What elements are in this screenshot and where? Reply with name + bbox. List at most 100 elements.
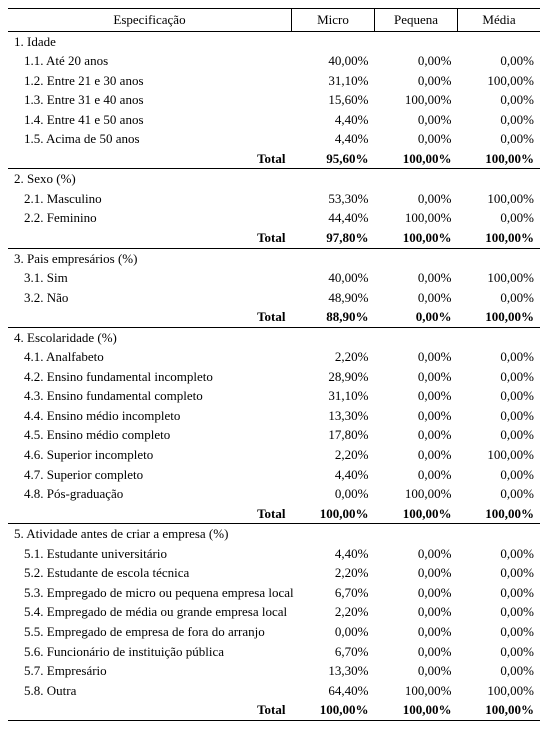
cell-value: 100,00% [375,681,458,701]
total-row: Total97,80%100,00%100,00% [8,228,540,248]
cell-value: 0,00% [458,602,541,622]
header-row: Especificação Micro Pequena Média [8,9,540,32]
table-row: 4.4. Ensino médio incompleto13,30%0,00%0… [8,406,540,426]
section-head: 2. Sexo (%) [8,169,540,189]
row-label: 4.4. Ensino médio incompleto [8,406,292,426]
cell-value: 0,00% [375,347,458,367]
total-row: Total88,90%0,00%100,00% [8,307,540,327]
row-label: 3.2. Não [8,288,292,308]
table-row: 1.4. Entre 41 e 50 anos4,40%0,00%0,00% [8,110,540,130]
table-row: 4.5. Ensino médio completo17,80%0,00%0,0… [8,425,540,445]
cell-value: 0,00% [375,189,458,209]
table-row: 3.2. Não48,90%0,00%0,00% [8,288,540,308]
total-value: 95,60% [292,149,375,169]
cell-value: 100,00% [375,208,458,228]
cell-value: 0,00% [458,622,541,642]
cell-value: 0,00% [458,544,541,564]
cell-value: 2,20% [292,347,375,367]
section-title: 4. Escolaridade (%) [8,327,540,347]
section-head: 5. Atividade antes de criar a empresa (%… [8,524,540,544]
row-label: 3.1. Sim [8,268,292,288]
table-row: 4.1. Analfabeto2,20%0,00%0,00% [8,347,540,367]
cell-value: 28,90% [292,367,375,387]
row-label: 5.6. Funcionário de instituição pública [8,642,292,662]
table-row: 4.6. Superior incompleto2,20%0,00%100,00… [8,445,540,465]
cell-value: 0,00% [375,406,458,426]
col-spec: Especificação [8,9,292,32]
cell-value: 13,30% [292,406,375,426]
cell-value: 100,00% [458,71,541,91]
table-row: 4.8. Pós-graduação0,00%100,00%0,00% [8,484,540,504]
row-label: 5.4. Empregado de média ou grande empres… [8,602,292,622]
cell-value: 0,00% [458,406,541,426]
table-row: 1.3. Entre 31 e 40 anos15,60%100,00%0,00… [8,90,540,110]
cell-value: 4,40% [292,129,375,149]
total-label: Total [8,504,292,524]
cell-value: 4,40% [292,110,375,130]
total-value: 100,00% [292,700,375,720]
cell-value: 0,00% [375,465,458,485]
cell-value: 13,30% [292,661,375,681]
cell-value: 0,00% [458,661,541,681]
total-label: Total [8,700,292,720]
table-row: 5.3. Empregado de micro ou pequena empre… [8,583,540,603]
cell-value: 0,00% [375,288,458,308]
cell-value: 0,00% [458,367,541,387]
cell-value: 100,00% [375,90,458,110]
section-title: 2. Sexo (%) [8,169,540,189]
cell-value: 48,90% [292,288,375,308]
cell-value: 100,00% [458,681,541,701]
cell-value: 40,00% [292,268,375,288]
total-value: 100,00% [458,149,541,169]
cell-value: 0,00% [458,347,541,367]
section-head: 3. Pais empresários (%) [8,248,540,268]
table-row: 1.2. Entre 21 e 30 anos31,10%0,00%100,00… [8,71,540,91]
cell-value: 6,70% [292,642,375,662]
cell-value: 0,00% [292,622,375,642]
row-label: 5.2. Estudante de escola técnica [8,563,292,583]
row-label: 4.5. Ensino médio completo [8,425,292,445]
table-row: 3.1. Sim40,00%0,00%100,00% [8,268,540,288]
cell-value: 0,00% [375,602,458,622]
cell-value: 6,70% [292,583,375,603]
cell-value: 0,00% [458,386,541,406]
row-label: 4.8. Pós-graduação [8,484,292,504]
cell-value: 0,00% [375,622,458,642]
cell-value: 100,00% [458,445,541,465]
cell-value: 31,10% [292,386,375,406]
section-title: 5. Atividade antes de criar a empresa (%… [8,524,540,544]
cell-value: 53,30% [292,189,375,209]
cell-value: 0,00% [375,110,458,130]
row-label: 2.1. Masculino [8,189,292,209]
total-value: 100,00% [375,504,458,524]
cell-value: 0,00% [458,583,541,603]
total-value: 100,00% [375,149,458,169]
cell-value: 0,00% [375,661,458,681]
col-micro: Micro [292,9,375,32]
row-label: 1.5. Acima de 50 anos [8,129,292,149]
cell-value: 0,00% [375,425,458,445]
cell-value: 100,00% [458,189,541,209]
total-value: 100,00% [458,504,541,524]
cell-value: 0,00% [375,367,458,387]
row-label: 5.5. Empregado de empresa de fora do arr… [8,622,292,642]
total-value: 100,00% [292,504,375,524]
table-row: 5.2. Estudante de escola técnica2,20%0,0… [8,563,540,583]
cell-value: 2,20% [292,602,375,622]
cell-value: 64,40% [292,681,375,701]
total-value: 100,00% [458,228,541,248]
total-value: 88,90% [292,307,375,327]
cell-value: 0,00% [458,90,541,110]
cell-value: 0,00% [458,465,541,485]
row-label: 1.3. Entre 31 e 40 anos [8,90,292,110]
cell-value: 0,00% [458,484,541,504]
cell-value: 100,00% [458,268,541,288]
cell-value: 0,00% [458,110,541,130]
total-row: Total95,60%100,00%100,00% [8,149,540,169]
cell-value: 0,00% [458,288,541,308]
row-label: 2.2. Feminino [8,208,292,228]
cell-value: 0,00% [375,51,458,71]
row-label: 1.2. Entre 21 e 30 anos [8,71,292,91]
total-value: 100,00% [375,228,458,248]
total-row: Total100,00%100,00%100,00% [8,700,540,720]
